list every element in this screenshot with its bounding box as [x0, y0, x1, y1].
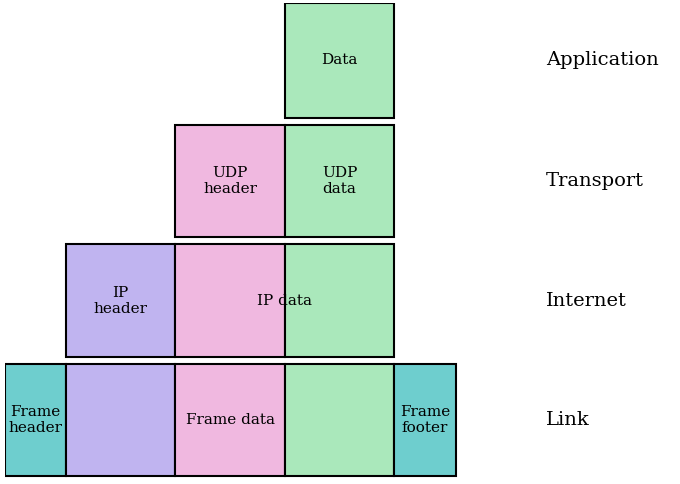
Bar: [285, 364, 394, 476]
Text: UDP
data: UDP data: [322, 166, 357, 196]
Text: Frame
footer: Frame footer: [400, 405, 450, 435]
Text: Internet: Internet: [546, 292, 626, 310]
Bar: [285, 244, 394, 357]
Bar: [175, 244, 285, 357]
Bar: [285, 125, 394, 237]
Text: IP
header: IP header: [94, 286, 148, 316]
Bar: [5, 364, 66, 476]
Text: Transport: Transport: [546, 172, 644, 190]
Text: IP data: IP data: [258, 294, 312, 308]
Bar: [175, 125, 285, 237]
Bar: [285, 3, 394, 118]
Bar: [66, 364, 175, 476]
Text: Data: Data: [322, 53, 358, 67]
Text: Frame data: Frame data: [186, 413, 275, 427]
Text: Application: Application: [546, 51, 658, 69]
Bar: [394, 364, 456, 476]
Bar: [66, 244, 175, 357]
Bar: [175, 364, 285, 476]
Text: Link: Link: [546, 411, 590, 429]
Text: Frame
header: Frame header: [8, 405, 63, 435]
Text: UDP
header: UDP header: [203, 166, 257, 196]
